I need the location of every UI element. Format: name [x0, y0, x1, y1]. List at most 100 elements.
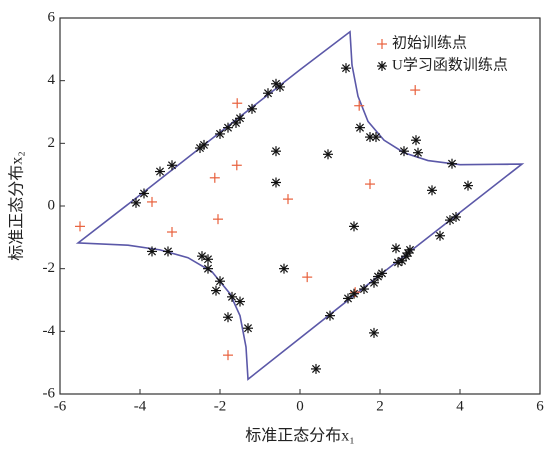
point: [391, 243, 401, 254]
marker-stroke: [235, 297, 245, 306]
marker-stroke: [147, 247, 157, 256]
marker-stroke: [377, 61, 387, 71]
marker-stroke: [323, 150, 333, 159]
marker-stroke: [355, 123, 365, 132]
marker-stroke: [199, 140, 209, 149]
point: [341, 63, 351, 74]
marker-stroke: [445, 216, 455, 225]
point: [131, 197, 141, 208]
marker-stroke: [279, 264, 289, 273]
marker-stroke: [463, 181, 473, 190]
y-tick-label: -4: [43, 323, 56, 339]
point: [359, 284, 369, 295]
point: [343, 293, 353, 304]
x-tick-label: 2: [376, 398, 384, 414]
point: [435, 230, 445, 241]
point: [447, 158, 457, 169]
marker-stroke: [373, 272, 383, 281]
y-tick-label: 6: [48, 9, 56, 25]
point: [235, 296, 245, 307]
marker-stroke: [131, 198, 141, 207]
marker-stroke: [271, 178, 281, 187]
point: [199, 139, 209, 150]
y-axis-label: 标准正态分布x₂: [8, 151, 26, 261]
point: [463, 180, 473, 191]
point: [203, 263, 213, 274]
y-tick-label: 2: [48, 135, 56, 151]
marker-stroke: [359, 285, 369, 294]
point: [399, 146, 409, 157]
marker-stroke: [155, 167, 165, 176]
x-tick-label: -2: [214, 398, 227, 414]
point: [247, 103, 257, 114]
marker-stroke: [365, 133, 375, 142]
marker-stroke: [343, 294, 353, 303]
marker-stroke: [405, 245, 415, 254]
point: [271, 146, 281, 157]
point: [410, 85, 421, 96]
point: [271, 177, 281, 188]
point: [349, 288, 359, 299]
marker-stroke: [271, 147, 281, 156]
point: [231, 160, 242, 171]
marker-stroke: [195, 144, 205, 153]
point: [139, 188, 149, 199]
marker-stroke: [263, 89, 273, 98]
point: [167, 160, 177, 171]
point: [302, 272, 313, 283]
marker-stroke: [167, 161, 177, 170]
point: [275, 81, 285, 92]
marker-stroke: [211, 286, 221, 295]
marker-stroke: [215, 129, 225, 138]
point: [325, 310, 335, 321]
point: [209, 172, 220, 183]
marker-stroke: [349, 289, 359, 298]
point: [211, 285, 221, 296]
point: [365, 179, 375, 190]
point: [163, 246, 173, 257]
marker-stroke: [413, 148, 423, 157]
point: [223, 312, 233, 323]
x-tick-label: -6: [54, 398, 67, 414]
point: [369, 327, 379, 338]
x-tick-label: 6: [536, 398, 544, 414]
marker-stroke: [369, 328, 379, 337]
marker-stroke: [391, 244, 401, 253]
x-tick-label: -4: [134, 398, 147, 414]
x-axis-label: 标准正态分布x₁: [245, 427, 355, 445]
point: [411, 135, 421, 146]
point: [355, 122, 365, 133]
marker-stroke: [349, 222, 359, 231]
point: [349, 221, 359, 232]
marker-stroke: [311, 364, 321, 373]
point: [155, 166, 165, 177]
point: [445, 215, 455, 226]
point: [427, 185, 437, 196]
legend-label: 初始训练点: [392, 34, 467, 51]
point: [232, 98, 243, 109]
y-tick-label: 0: [48, 197, 56, 213]
marker-stroke: [275, 82, 285, 91]
y-tick-label: 4: [48, 72, 56, 88]
point: [147, 246, 157, 257]
point: [311, 363, 321, 374]
marker-stroke: [451, 212, 461, 221]
point: [405, 244, 415, 255]
marker-stroke: [411, 136, 421, 145]
marker-stroke: [271, 79, 281, 88]
marker-stroke: [203, 264, 213, 273]
point: [213, 214, 223, 225]
marker-stroke: [223, 313, 233, 322]
point: [323, 149, 333, 160]
marker-stroke: [325, 311, 335, 320]
marker-stroke: [139, 189, 149, 198]
marker-stroke: [399, 147, 409, 156]
legend-marker: [377, 61, 387, 71]
marker-stroke: [203, 255, 213, 264]
point: [167, 227, 177, 238]
marker-stroke: [223, 123, 233, 132]
legend-label: U学习函数训练点: [392, 56, 508, 73]
x-tick-label: 4: [456, 398, 464, 414]
marker-stroke: [371, 133, 381, 142]
